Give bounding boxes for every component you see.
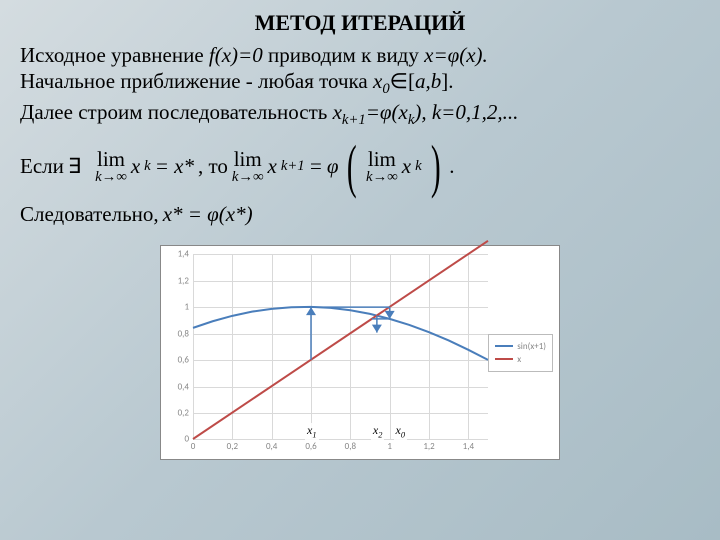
t: ∈[ — [390, 69, 415, 93]
t: x=φ(x). — [424, 43, 488, 67]
legend-item: sin(x+1) — [495, 341, 546, 352]
t: Если — [20, 154, 64, 179]
t: k+1 — [342, 112, 366, 128]
iteration-chart: 0 0,2 0,4 0,6 0,8 1 1,2 1,4 0 0,2 0,4 0,6 0,8 1 1,2 1,4… — [160, 245, 560, 460]
y-axis-label: 0,6 — [178, 355, 189, 366]
x-annotation: x2 — [371, 423, 385, 439]
t: 0 — [382, 81, 389, 97]
paren-open: ( — [347, 143, 357, 190]
t: x* = φ(x*) — [163, 202, 253, 227]
t: приводим к виду — [263, 43, 424, 67]
t: x — [131, 154, 140, 179]
t: = — [309, 154, 323, 179]
arrow-head-icon — [306, 308, 316, 316]
x-axis-label: 1,2 — [423, 441, 434, 452]
math-block: Если ∃ lim k→∞ xk = x* , то lim k→∞ xk+1… — [20, 143, 700, 227]
x-axis-label: 0,2 — [227, 441, 238, 452]
legend-label: sin(x+1) — [517, 341, 546, 352]
t: k+1 — [281, 158, 305, 175]
t: a,b — [415, 69, 441, 93]
y-axis-label: 0,8 — [178, 328, 189, 339]
x-axis-label: 0,4 — [266, 441, 277, 452]
t: x — [268, 154, 277, 179]
page-title: МЕТОД ИТЕРАЦИЙ — [20, 10, 700, 36]
y-axis-label: 0,4 — [178, 381, 189, 392]
body-text: Исходное уравнение f(x)=0 приводим к вид… — [20, 42, 700, 129]
chart-legend: sin(x+1) x — [488, 334, 553, 372]
t: x — [373, 69, 382, 93]
legend-label: x — [517, 354, 521, 365]
t: k — [144, 158, 151, 175]
gridline-h — [193, 439, 488, 440]
t: ), k=0,1,2,... — [414, 100, 518, 124]
t: = x* — [155, 154, 194, 179]
y-axis-label: 0,2 — [178, 407, 189, 418]
series-x — [193, 241, 488, 439]
plot-svg — [193, 254, 488, 439]
x-annotation: x0 — [394, 423, 408, 439]
t: φ — [327, 154, 339, 179]
t: lim — [368, 149, 396, 170]
t: =φ(x — [366, 100, 408, 124]
body-line-3: Далее строим последовательность xk+1=φ(x… — [20, 99, 700, 130]
t: Исходное уравнение — [20, 43, 209, 67]
legend-swatch — [495, 345, 513, 347]
t: , то — [198, 154, 228, 179]
arrow-head-icon — [372, 325, 382, 333]
body-line-1: Исходное уравнение f(x)=0 приводим к вид… — [20, 42, 700, 68]
x-axis-label: 1,4 — [463, 441, 474, 452]
t: k→∞ — [232, 170, 264, 185]
t: Следовательно, — [20, 202, 159, 227]
t: Начальное приближение - любая точка — [20, 69, 373, 93]
y-axis-label: 1 — [184, 302, 189, 313]
y-axis-label: 1,2 — [178, 275, 189, 286]
x-axis-label: 0 — [191, 441, 196, 452]
t: k→∞ — [95, 170, 127, 185]
paren-close: ) — [430, 143, 440, 190]
plot-area: 00,20,40,60,811,21,400,20,40,60,811,21,4… — [193, 254, 488, 439]
x-axis-label: 0,8 — [345, 441, 356, 452]
x-annotation: x1 — [305, 423, 319, 439]
x-axis-label: 0,6 — [305, 441, 316, 452]
t: x — [402, 154, 411, 179]
body-line-2: Начальное приближение - любая точка x0∈[… — [20, 68, 700, 99]
slide: МЕТОД ИТЕРАЦИЙ Исходное уравнение f(x)=0… — [0, 0, 720, 540]
y-axis-label: 0 — [184, 434, 189, 445]
t: ]. — [441, 69, 453, 93]
legend-item: x — [495, 354, 546, 365]
t: x — [333, 100, 342, 124]
t: . — [449, 154, 454, 179]
legend-swatch — [495, 358, 513, 360]
y-axis-label: 1,4 — [178, 249, 189, 260]
exists-symbol: ∃ — [68, 154, 81, 179]
lim-2: lim k→∞ — [232, 149, 264, 185]
series-sin(x+1) — [193, 307, 488, 360]
chart-inner: 0 0,2 0,4 0,6 0,8 1 1,2 1,4 0 0,2 0,4 0,6 0,8 1 1,2 1,4… — [161, 246, 559, 459]
math-row-1: Если ∃ lim k→∞ xk = x* , то lim k→∞ xk+1… — [20, 143, 700, 190]
x-axis-label: 1 — [387, 441, 392, 452]
t: f(x)=0 — [209, 43, 263, 67]
t: k — [415, 158, 422, 175]
lim-3: lim k→∞ — [366, 149, 398, 185]
lim-1: lim k→∞ — [95, 149, 127, 185]
t: k→∞ — [366, 170, 398, 185]
t: lim — [97, 149, 125, 170]
t: Далее строим последовательность — [20, 100, 333, 124]
t: lim — [234, 149, 262, 170]
math-row-2: Следовательно, x* = φ(x*) — [20, 202, 700, 227]
